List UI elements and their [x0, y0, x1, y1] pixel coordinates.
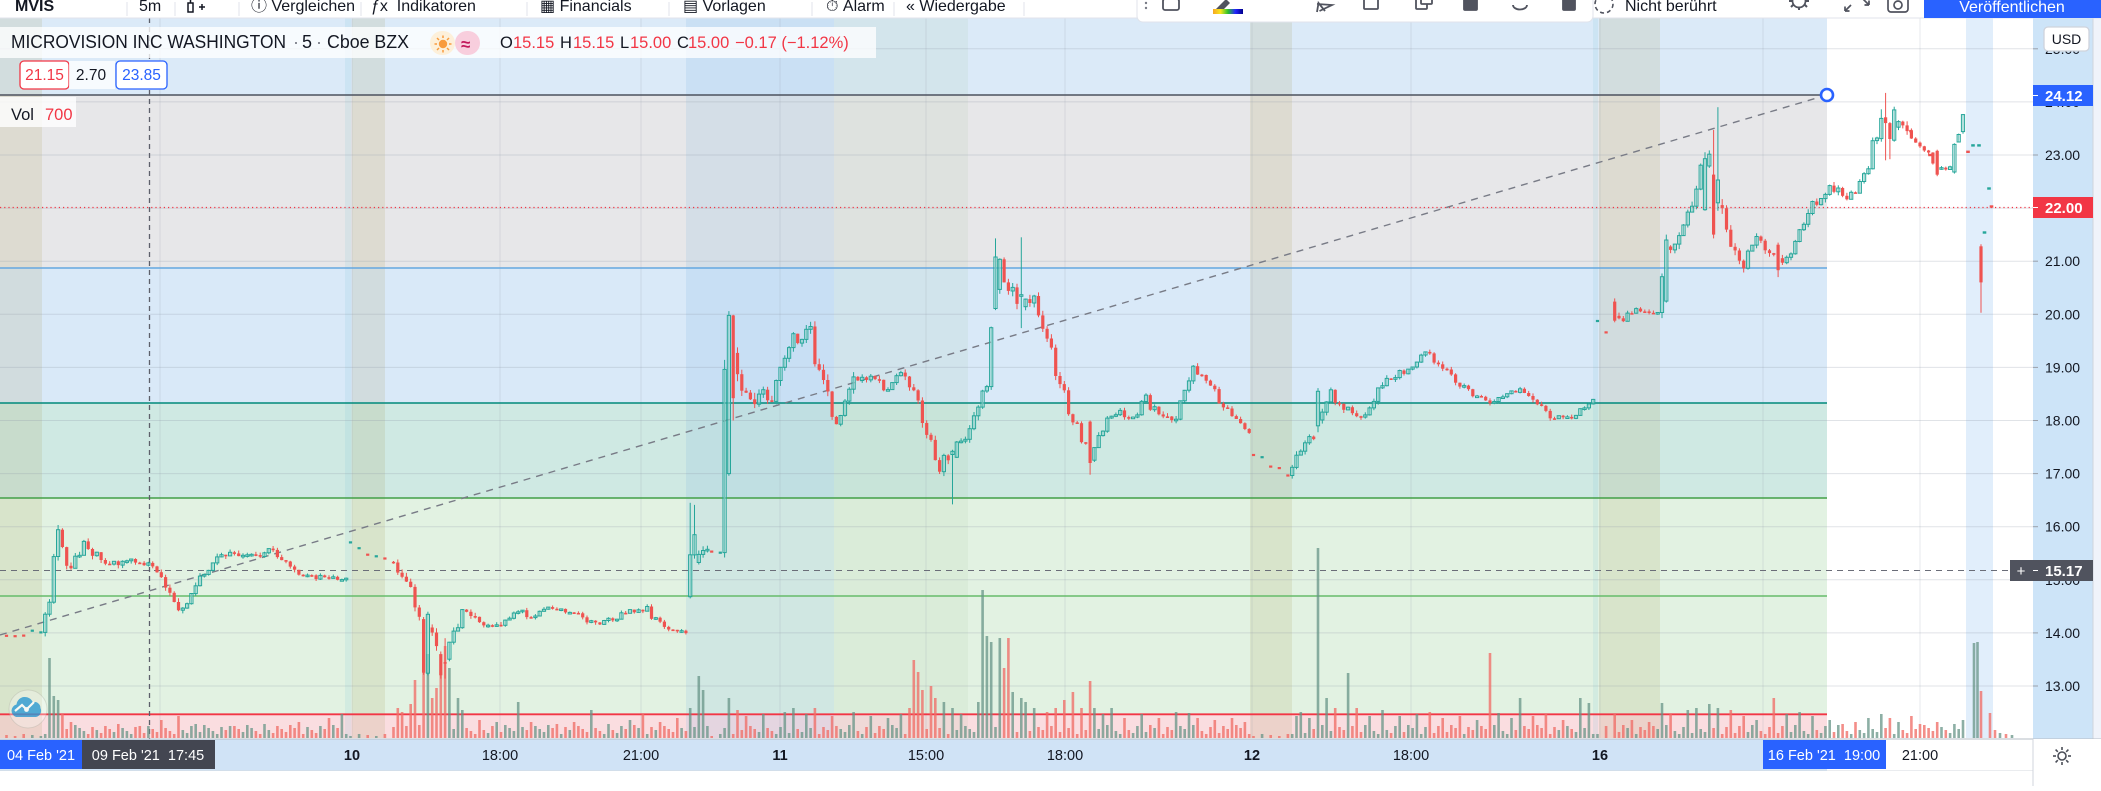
svg-text:2.70: 2.70 [76, 67, 107, 84]
svg-text:21:00: 21:00 [623, 748, 659, 764]
svg-text:16: 16 [1592, 748, 1608, 764]
svg-text:C: C [677, 34, 689, 52]
svg-text:21.15: 21.15 [25, 67, 64, 84]
svg-text:·: · [293, 32, 299, 52]
svg-text:O: O [500, 34, 513, 52]
svg-text:5: 5 [302, 32, 312, 52]
svg-text:21.00: 21.00 [2045, 253, 2080, 269]
svg-text:15.17: 15.17 [2045, 563, 2083, 580]
svg-text:18:00: 18:00 [482, 748, 518, 764]
svg-text:15.00: 15.00 [688, 34, 729, 52]
svg-text:Cboe BZX: Cboe BZX [327, 32, 409, 52]
svg-text:15.15: 15.15 [513, 34, 554, 52]
svg-text:−0.17 (−1.12%): −0.17 (−1.12%) [735, 34, 849, 52]
svg-text:21:00: 21:00 [1902, 748, 1938, 764]
svg-text:17.00: 17.00 [2045, 466, 2080, 482]
svg-text:▤ Vorlagen: ▤ Vorlagen [683, 0, 766, 15]
svg-text:MVIS: MVIS [15, 0, 54, 15]
svg-text:24.12: 24.12 [2045, 88, 2083, 105]
svg-text:« Wiedergabe: « Wiedergabe [906, 0, 1006, 15]
svg-text:13.00: 13.00 [2045, 678, 2080, 694]
svg-text:Nicht berührt: Nicht berührt [1625, 0, 1717, 15]
svg-text:12: 12 [1244, 748, 1260, 764]
svg-text:22.00: 22.00 [2045, 200, 2083, 217]
svg-text:15.15: 15.15 [573, 34, 614, 52]
svg-text:16.00: 16.00 [2045, 519, 2080, 535]
svg-text:18:00: 18:00 [1047, 748, 1083, 764]
svg-text:L: L [620, 34, 629, 52]
svg-text:▦ Financials: ▦ Financials [540, 0, 632, 15]
svg-text:Vol: Vol [11, 106, 34, 124]
svg-text:15:00: 15:00 [908, 748, 944, 764]
svg-text:≈: ≈ [461, 35, 470, 54]
svg-text:USD: USD [2052, 31, 2082, 47]
svg-text:+: + [2017, 563, 2026, 580]
svg-text:15.00: 15.00 [630, 34, 671, 52]
svg-text:23.00: 23.00 [2045, 147, 2080, 163]
svg-text:ƒx Indikatoren: ƒx Indikatoren [371, 0, 476, 15]
svg-text:ⓘ Vergleichen: ⓘ Vergleichen [251, 0, 355, 15]
svg-text:23.85: 23.85 [122, 67, 161, 84]
svg-text:11: 11 [772, 748, 787, 764]
svg-text:10: 10 [344, 748, 360, 764]
svg-text:09 Feb '21 17:45: 09 Feb '21 17:45 [92, 748, 204, 764]
svg-text:·: · [316, 32, 322, 52]
svg-text:18:00: 18:00 [1393, 748, 1429, 764]
svg-text:04 Feb '21: 04 Feb '21 [7, 748, 75, 764]
svg-text:16 Feb '21 19:00: 16 Feb '21 19:00 [1768, 748, 1880, 764]
svg-text:5m: 5m [139, 0, 161, 15]
svg-text:Veröffentlichen: Veröffentlichen [1959, 0, 2065, 16]
svg-text:MICROVISION INC WASHINGTON: MICROVISION INC WASHINGTON [11, 32, 286, 52]
svg-text:H: H [560, 34, 572, 52]
svg-text:20.00: 20.00 [2045, 306, 2080, 322]
svg-text:19.00: 19.00 [2045, 359, 2080, 375]
svg-text:700: 700 [45, 106, 73, 124]
svg-text:⏱ Alarm: ⏱ Alarm [826, 0, 885, 15]
svg-text:14.00: 14.00 [2045, 625, 2080, 641]
svg-text:18.00: 18.00 [2045, 413, 2080, 429]
